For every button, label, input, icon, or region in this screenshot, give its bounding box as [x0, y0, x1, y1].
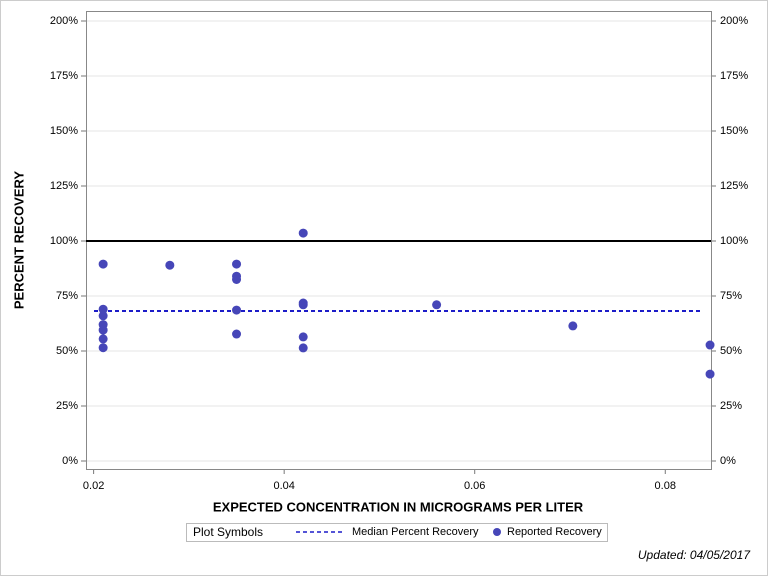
- y2-tick-label: 125%: [720, 180, 748, 192]
- point: [432, 300, 442, 310]
- x-tick-label: 0.04: [273, 480, 294, 492]
- y2-tick-label: 150%: [720, 125, 748, 137]
- point: [298, 332, 308, 342]
- y-axis-title: PERCENT RECOVERY: [11, 171, 26, 310]
- point: [232, 259, 242, 269]
- y-tick-label: 100%: [50, 235, 78, 247]
- legend-box: [186, 523, 608, 542]
- x-tick-label: 0.06: [464, 480, 485, 492]
- legend-point-swatch: [493, 528, 501, 536]
- point: [298, 300, 308, 310]
- point: [98, 334, 108, 344]
- point: [232, 329, 242, 339]
- y-tick-label: 125%: [50, 180, 78, 192]
- x-axis-title: EXPECTED CONCENTRATION IN MICROGRAMS PER…: [213, 499, 584, 514]
- point: [705, 340, 715, 350]
- point: [98, 304, 108, 314]
- y-tick-label: 0%: [62, 455, 78, 467]
- legend-title: Plot Symbols: [193, 525, 263, 539]
- point: [98, 259, 108, 269]
- x-tick-label: 0.08: [655, 480, 676, 492]
- point: [165, 260, 175, 270]
- point: [98, 311, 108, 321]
- y-tick-label: 25%: [56, 400, 78, 412]
- y-tick-label: 150%: [50, 125, 78, 137]
- point: [98, 343, 108, 353]
- y-tick-label: 200%: [50, 15, 78, 27]
- y2-tick-label: 200%: [720, 15, 748, 27]
- x-tick-label: 0.02: [83, 480, 104, 492]
- footer: Updated: 04/05/2017: [638, 548, 751, 562]
- y2-tick-label: 25%: [720, 400, 742, 412]
- point: [232, 305, 242, 315]
- y-tick-label: 50%: [56, 345, 78, 357]
- y-tick-label: 75%: [56, 290, 78, 302]
- y2-tick-label: 175%: [720, 70, 748, 82]
- point: [568, 321, 578, 331]
- point: [298, 343, 308, 353]
- point: [705, 369, 715, 379]
- y2-tick-label: 75%: [720, 290, 742, 302]
- y2-tick-label: 0%: [720, 455, 736, 467]
- y-tick-label: 175%: [50, 70, 78, 82]
- point: [298, 228, 308, 238]
- legend-median-label: Median Percent Recovery: [352, 526, 479, 538]
- point: [98, 325, 108, 335]
- y2-tick-label: 100%: [720, 235, 748, 247]
- legend-point-label: Reported Recovery: [507, 526, 602, 538]
- y2-tick-label: 50%: [720, 345, 742, 357]
- point: [232, 275, 242, 284]
